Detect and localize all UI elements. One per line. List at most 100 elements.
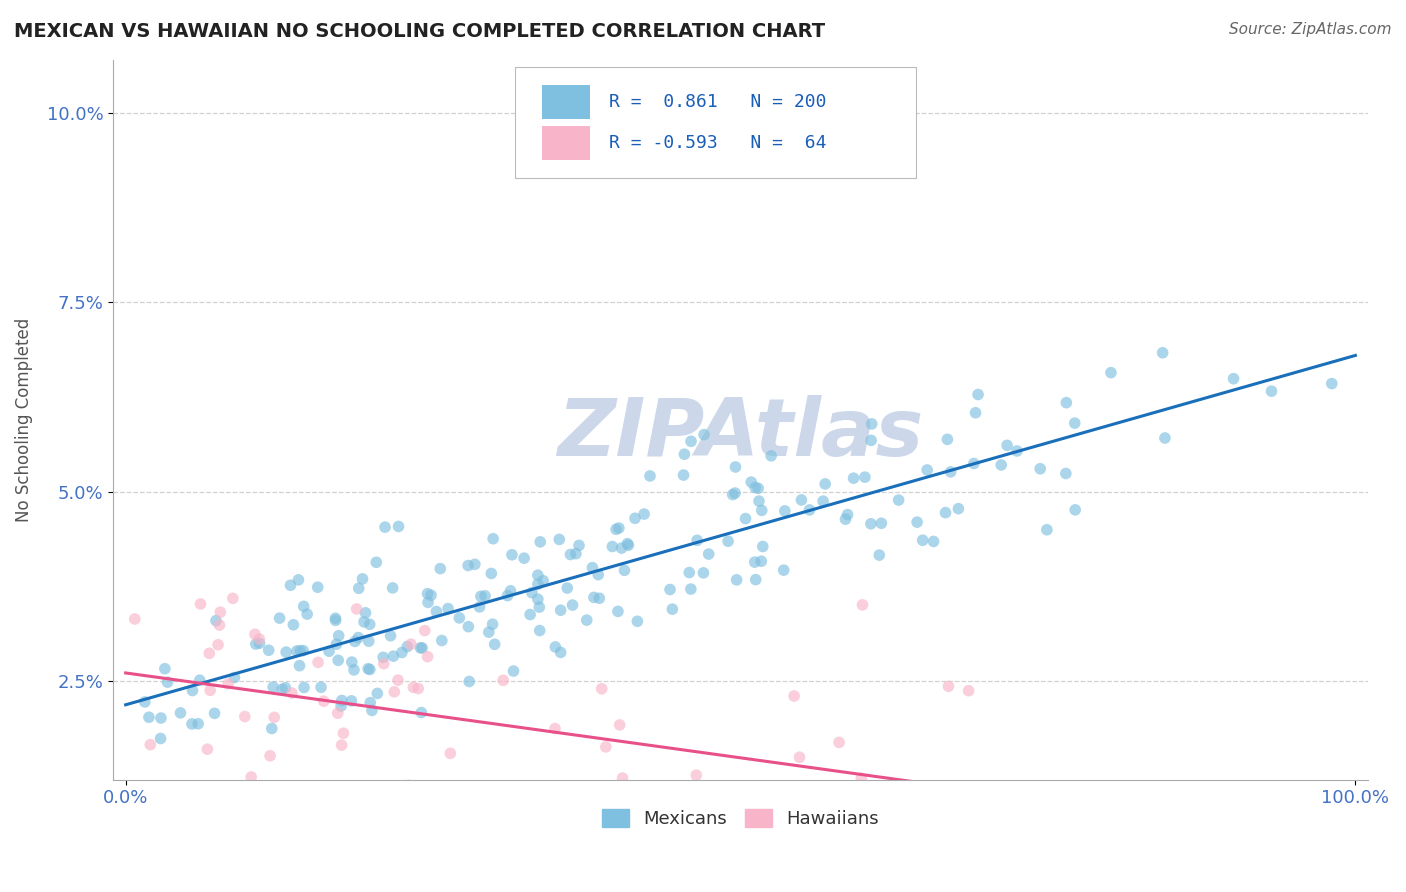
Point — [139, 738, 162, 752]
Point — [464, 558, 486, 572]
Point — [799, 503, 821, 517]
Point — [550, 603, 572, 617]
Point — [156, 675, 179, 690]
Point — [416, 587, 439, 601]
Text: ZIPAtlas: ZIPAtlas — [557, 395, 924, 473]
Point — [1260, 384, 1282, 399]
Point — [409, 640, 432, 655]
Point — [233, 709, 256, 723]
Point — [789, 750, 811, 764]
FancyBboxPatch shape — [515, 67, 917, 178]
Point — [499, 583, 522, 598]
Point — [374, 520, 396, 534]
Point — [574, 794, 596, 808]
Point — [749, 554, 772, 568]
Point — [325, 611, 347, 625]
Point — [326, 706, 349, 721]
Point — [224, 671, 246, 685]
Point — [247, 632, 270, 646]
Point — [814, 477, 837, 491]
Point — [1099, 366, 1122, 380]
Point — [276, 645, 298, 659]
Point — [468, 599, 491, 614]
Point — [588, 785, 610, 799]
Point — [429, 561, 451, 575]
Point — [513, 551, 536, 566]
Point — [330, 693, 353, 707]
Point — [457, 558, 479, 573]
Text: R =  0.861   N = 200: R = 0.861 N = 200 — [609, 93, 827, 112]
Point — [346, 602, 368, 616]
Point — [292, 599, 315, 614]
Point — [262, 680, 284, 694]
Point — [359, 663, 381, 677]
Point — [748, 494, 770, 508]
Point — [280, 578, 302, 592]
Point — [575, 613, 598, 627]
Point — [853, 470, 876, 484]
Point — [449, 611, 471, 625]
Point — [359, 696, 381, 710]
Point — [138, 710, 160, 724]
Point — [740, 475, 762, 489]
Point — [181, 683, 204, 698]
Point — [860, 434, 883, 448]
Point — [382, 685, 405, 699]
Point — [586, 567, 609, 582]
Point — [626, 614, 648, 628]
Point — [260, 722, 283, 736]
Point — [697, 547, 720, 561]
Point — [638, 469, 661, 483]
Point — [1010, 780, 1032, 794]
Point — [617, 538, 640, 552]
Point — [292, 643, 315, 657]
Point — [307, 580, 329, 594]
Point — [527, 568, 550, 582]
Point — [609, 718, 631, 732]
Point — [859, 516, 882, 531]
Point — [287, 573, 309, 587]
Point — [531, 574, 554, 588]
Point — [496, 589, 519, 603]
Point — [957, 683, 980, 698]
Point — [870, 516, 893, 531]
Point — [366, 686, 388, 700]
Point — [353, 615, 375, 629]
Point — [198, 683, 221, 698]
Point — [851, 598, 873, 612]
Point — [948, 501, 970, 516]
Point — [425, 605, 447, 619]
Point — [240, 770, 263, 784]
Point — [325, 637, 347, 651]
Point — [544, 640, 567, 654]
Point — [550, 645, 572, 659]
Point — [747, 481, 769, 495]
Point — [357, 634, 380, 648]
Point — [330, 699, 353, 714]
Point — [153, 662, 176, 676]
Point — [995, 438, 1018, 452]
Point — [582, 591, 605, 605]
Point — [568, 538, 591, 552]
Point — [581, 560, 603, 574]
Point — [591, 681, 613, 696]
Point — [911, 533, 934, 548]
Point — [529, 600, 551, 615]
Point — [544, 722, 567, 736]
Point — [837, 508, 859, 522]
Point — [588, 591, 610, 606]
Point — [734, 511, 756, 525]
Point — [406, 681, 429, 696]
Point — [520, 585, 543, 599]
Point — [288, 795, 311, 809]
Point — [361, 703, 384, 717]
Point — [1063, 416, 1085, 430]
Point — [380, 629, 402, 643]
Point — [1154, 431, 1177, 445]
Point — [457, 620, 479, 634]
Point — [686, 533, 709, 548]
Bar — [543, 85, 591, 120]
Point — [479, 566, 502, 581]
Point — [679, 434, 702, 449]
Point — [759, 449, 782, 463]
